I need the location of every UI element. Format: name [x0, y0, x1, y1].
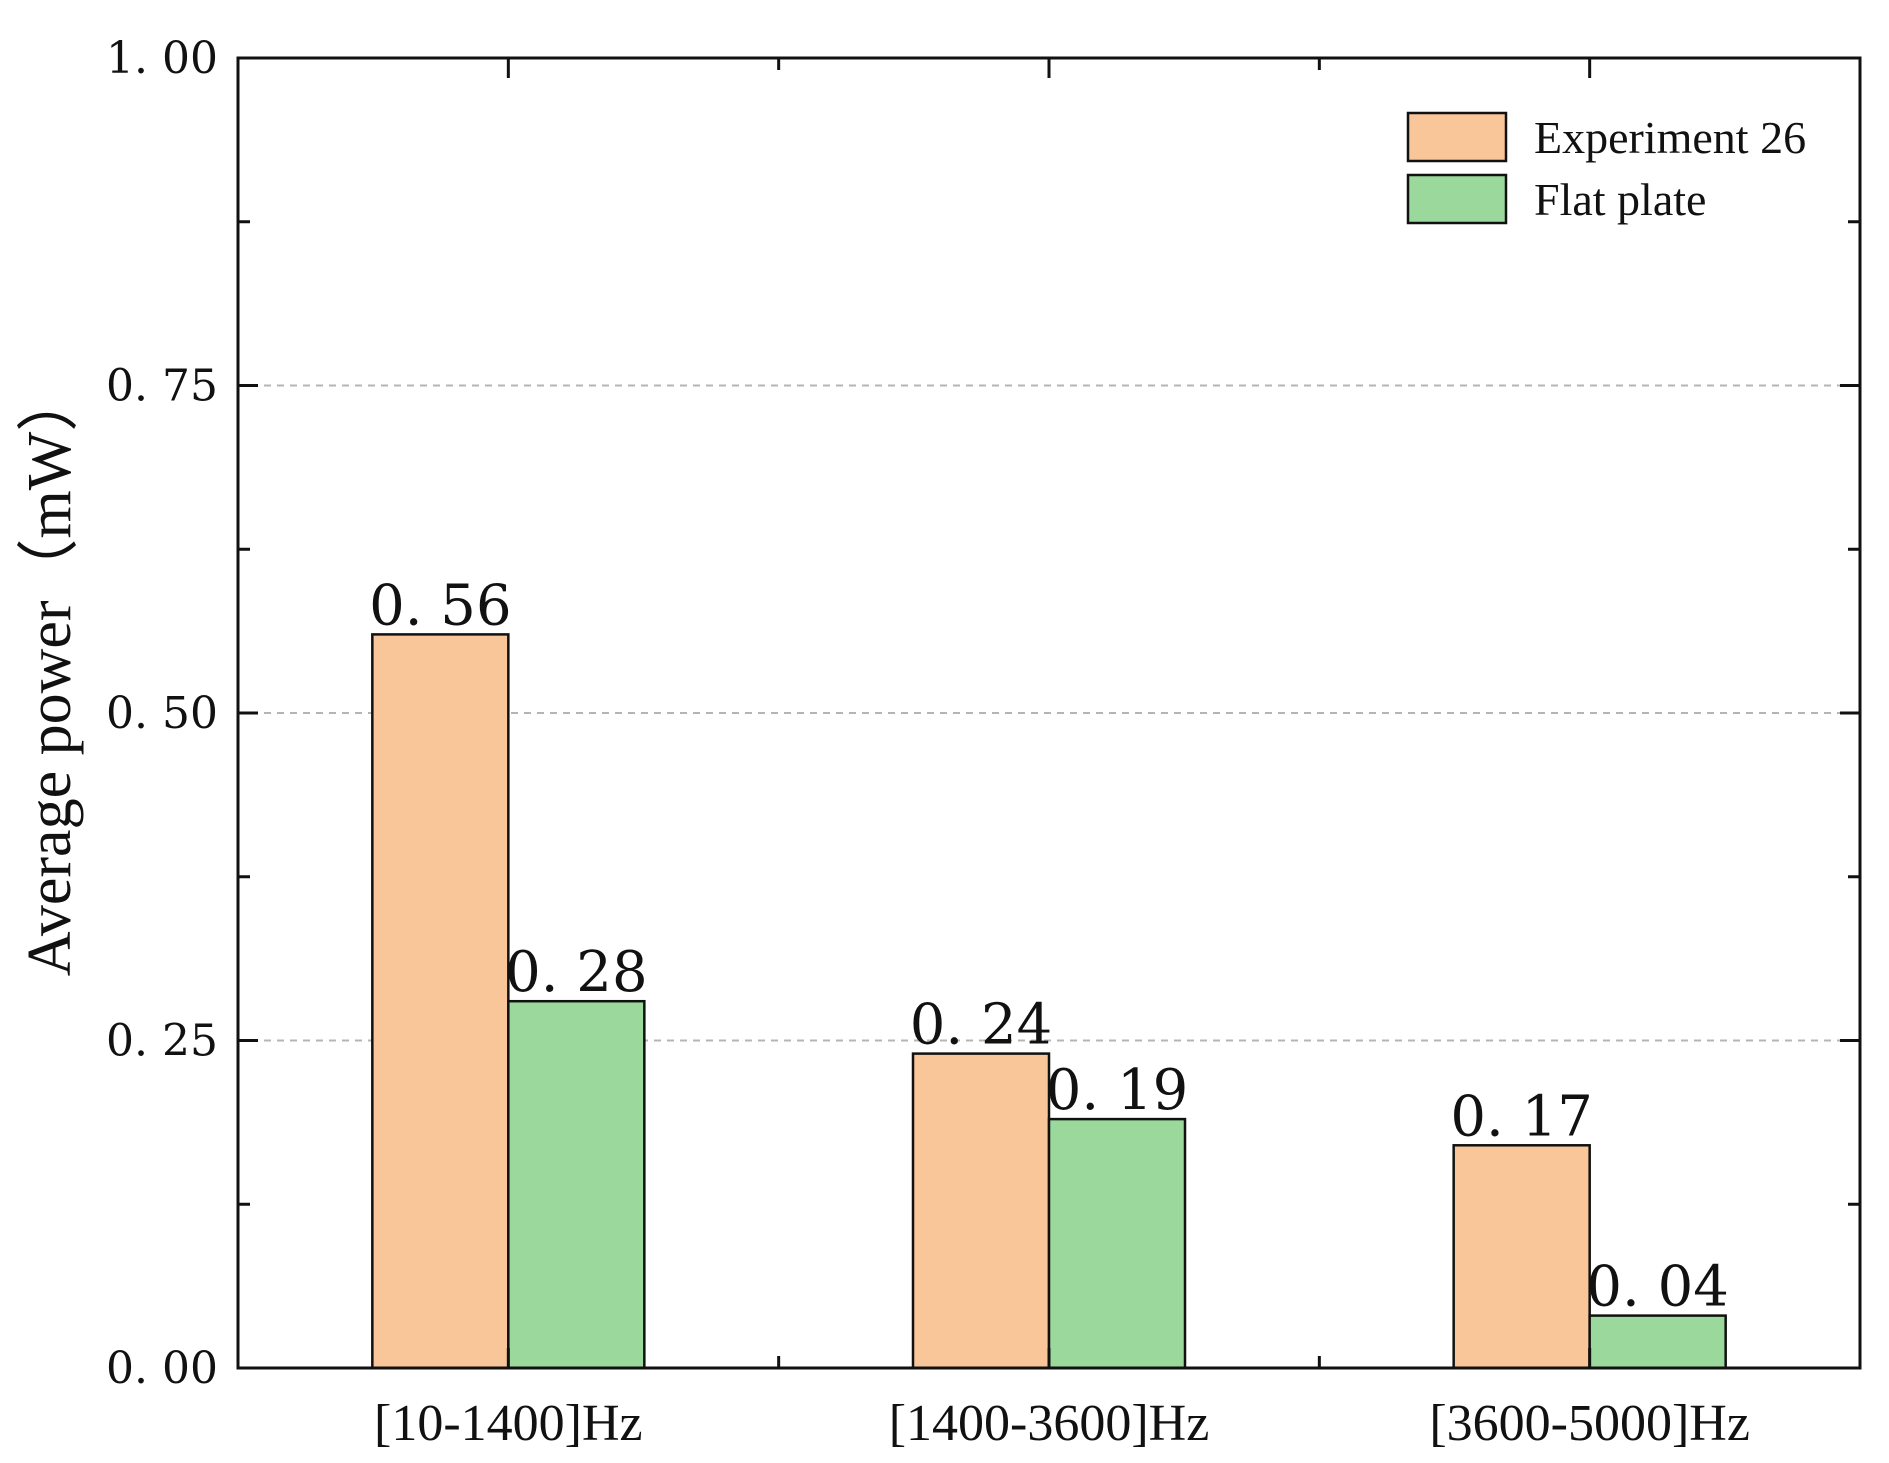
y-axis-title: Average power（mW） [16, 370, 84, 977]
legend: Experiment 26 Flat plate [1406, 111, 1806, 225]
bar [371, 633, 510, 1370]
x-tick-label: [3600-5000]Hz [1429, 1395, 1750, 1452]
legend-swatch [1406, 111, 1508, 163]
bar [507, 999, 646, 1370]
x-tick-label: [10-1400]Hz [374, 1395, 643, 1452]
data-label: 0. 04 [1586, 1255, 1729, 1320]
bar [911, 1052, 1051, 1370]
data-label: 0. 56 [369, 573, 512, 638]
data-labels: 0. 56 0. 28 0. 240. 19 0. 17 0. 04 [369, 573, 1729, 1319]
axis-ticks: 0. 00 0. 25 0. 50 0. 75 1. 00 [10-1400]Hz [140… [106, 33, 1860, 1452]
legend-label: Flat plate [1534, 174, 1706, 225]
y-tick-label: 1. 00 [106, 33, 218, 84]
x-tick-label: [1400-3600]Hz [889, 1395, 1210, 1452]
bar [1047, 1117, 1187, 1370]
grid-lines [238, 384, 1860, 1042]
legend-swatch [1406, 173, 1508, 225]
data-label: 0. 19 [1046, 1058, 1189, 1123]
bar [1588, 1314, 1727, 1370]
y-tick-label: 0. 25 [106, 1016, 218, 1067]
data-label: 0. 24 [910, 993, 1053, 1058]
y-tick-label: 0. 75 [106, 361, 218, 412]
y-tick-label: 0. 00 [106, 1343, 218, 1394]
legend-label: Experiment 26 [1534, 112, 1806, 163]
bar [1452, 1144, 1591, 1370]
data-label: 0. 17 [1450, 1084, 1593, 1149]
data-label: 0. 28 [505, 940, 648, 1005]
y-tick-label: 0. 50 [106, 688, 218, 739]
